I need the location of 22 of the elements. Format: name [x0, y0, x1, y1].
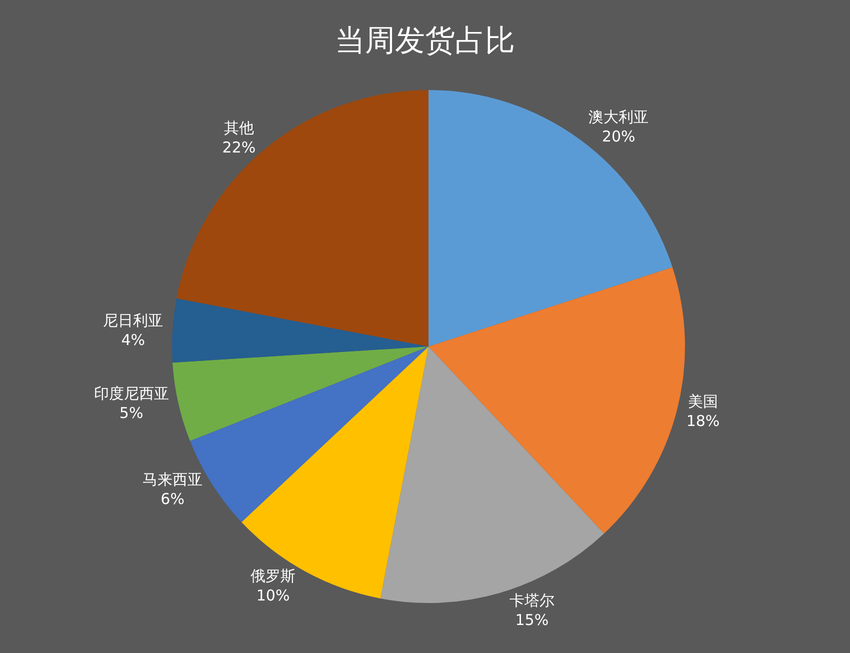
pie-slice	[172, 298, 428, 363]
pie-slice	[428, 267, 684, 534]
data-label: 18%	[686, 412, 720, 430]
pie-slice	[428, 90, 672, 346]
pie-slice	[172, 346, 428, 441]
slice-label: 卡塔尔	[509, 591, 554, 610]
chart-title: 当周发货占比	[335, 23, 515, 58]
slice-label: 马来西亚	[142, 470, 203, 489]
data-label: 6%	[160, 490, 184, 508]
slice-label: 美国	[688, 392, 718, 411]
pie-slice	[176, 90, 428, 346]
data-label: 10%	[256, 586, 290, 604]
data-label: 20%	[602, 127, 636, 146]
slice-label: 尼日利亚	[103, 312, 164, 330]
data-label: 22%	[222, 138, 256, 156]
slice-label: 其他	[224, 118, 254, 137]
slice-label: 俄罗斯	[250, 566, 296, 585]
slice-label: 印度尼西亚	[94, 384, 169, 403]
data-label: 15%	[515, 610, 549, 629]
data-label: 4%	[121, 331, 146, 350]
data-label: 5%	[119, 404, 144, 422]
slice-label: 澳大利亚	[588, 108, 649, 126]
